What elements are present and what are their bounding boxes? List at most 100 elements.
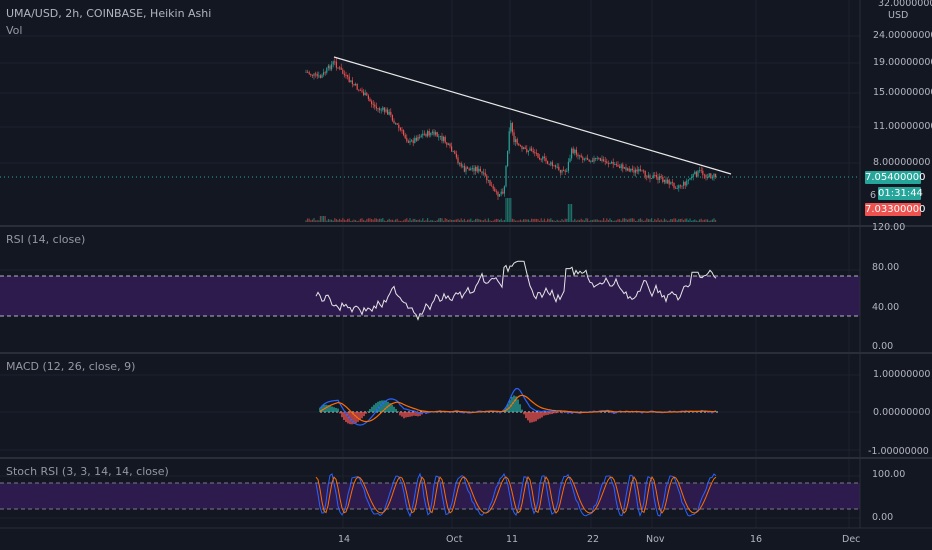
candle-body [444, 136, 446, 143]
candle-body [347, 75, 349, 77]
candle-body [483, 172, 485, 174]
candle-body [507, 150, 509, 166]
volume-bar [627, 219, 629, 222]
macd-histogram-bar [331, 406, 333, 412]
candle-body [374, 104, 376, 107]
macd-histogram-bar [371, 406, 373, 412]
volume-bar [363, 219, 365, 222]
macd-histogram-bar [423, 412, 425, 414]
candle-body [484, 172, 486, 176]
volume-bars [305, 198, 717, 222]
volume-bar [447, 220, 449, 222]
volume-bar [593, 219, 595, 222]
volume-bar [497, 219, 499, 222]
macd-histogram-bar [369, 408, 371, 412]
volume-bar [393, 220, 395, 222]
candle-body [446, 142, 448, 145]
macd-histogram-bar [407, 412, 409, 418]
rsi-axis-label: 80.00 [872, 262, 899, 273]
volume-bar [599, 220, 601, 222]
candle-body [358, 89, 360, 91]
volume-bar [684, 218, 686, 222]
volume-bar [411, 220, 413, 222]
symbol-header[interactable]: UMA/USD, 2h, COINBASE, Heikin Ashi [6, 7, 212, 20]
candle-body [407, 141, 409, 143]
price-axis-label: 32.00000000 [878, 0, 932, 9]
candle-body [599, 158, 601, 161]
volume-bar [675, 218, 677, 222]
candle-body [572, 148, 574, 153]
volume-bar [540, 218, 542, 222]
candle-body [633, 169, 635, 173]
trendline-drawing[interactable] [333, 56, 732, 175]
macd-histogram-bar [533, 412, 535, 422]
candle-body [644, 170, 646, 177]
volume-bar [350, 220, 352, 222]
volume-bar [699, 219, 701, 222]
volume-bar [631, 218, 633, 222]
candlesticks[interactable] [305, 58, 717, 200]
macd-legend[interactable]: MACD (12, 26, close, 9) [6, 360, 136, 373]
volume-bar [563, 220, 565, 222]
candle-body [363, 91, 365, 96]
volume-bar [436, 220, 438, 222]
volume-bar [491, 220, 493, 222]
macd-histogram-bar [399, 412, 401, 416]
volume-bar [543, 218, 545, 222]
volume-bar [615, 220, 617, 222]
candle-body [651, 178, 653, 180]
candle-body [337, 67, 339, 69]
candle-body [406, 138, 408, 142]
macd-histogram-bar [515, 396, 517, 412]
volume-bar [679, 219, 681, 222]
volume-bar [630, 218, 632, 222]
volume-bar [425, 220, 427, 222]
candle-body [583, 158, 585, 160]
candle-body [713, 173, 715, 178]
candle-body [609, 163, 611, 165]
candle-body [451, 146, 453, 152]
macd-axis-label: 0.00000000 [873, 407, 930, 418]
macd-histogram-bar [341, 412, 343, 418]
candle-body [671, 182, 673, 183]
candle-body [683, 181, 685, 186]
candle-body [679, 185, 681, 187]
candle-body [535, 152, 537, 154]
candle-body [435, 132, 437, 135]
candle-body [534, 152, 536, 154]
volume-bar [590, 220, 592, 222]
volume-bar [636, 220, 638, 222]
volume-bar [537, 219, 539, 222]
candle-body [417, 136, 419, 141]
volume-bar [508, 198, 510, 222]
macd-histogram-bar [345, 412, 347, 423]
candle-body [519, 145, 521, 146]
volume-bar [643, 220, 645, 222]
macd-histogram-bar [401, 412, 403, 417]
volume-bar [489, 220, 491, 222]
stoch-rsi-legend[interactable]: Stoch RSI (3, 3, 14, 14, close) [6, 465, 169, 478]
volume-bar [609, 218, 611, 222]
rsi-legend[interactable]: RSI (14, close) [6, 233, 86, 246]
candle-body [500, 191, 502, 194]
volume-bar [550, 218, 552, 222]
candle-body [542, 156, 544, 160]
candle-body [510, 123, 512, 132]
rsi-axis-label: 40.00 [872, 302, 899, 313]
candle-body [678, 185, 680, 189]
volume-bar [569, 204, 571, 222]
volume-bar [566, 218, 568, 222]
macd-histogram-bar [319, 407, 321, 412]
volume-bar [659, 220, 661, 222]
volume-bar [711, 219, 713, 222]
volume-bar [670, 218, 672, 222]
candle-body [615, 164, 617, 165]
volume-bar [663, 218, 665, 222]
candle-body [527, 150, 529, 153]
volume-legend[interactable]: Vol [6, 24, 23, 37]
candle-body [390, 111, 392, 116]
volume-bar [683, 220, 685, 222]
volume-bar [359, 218, 361, 222]
volume-bar [478, 219, 480, 222]
